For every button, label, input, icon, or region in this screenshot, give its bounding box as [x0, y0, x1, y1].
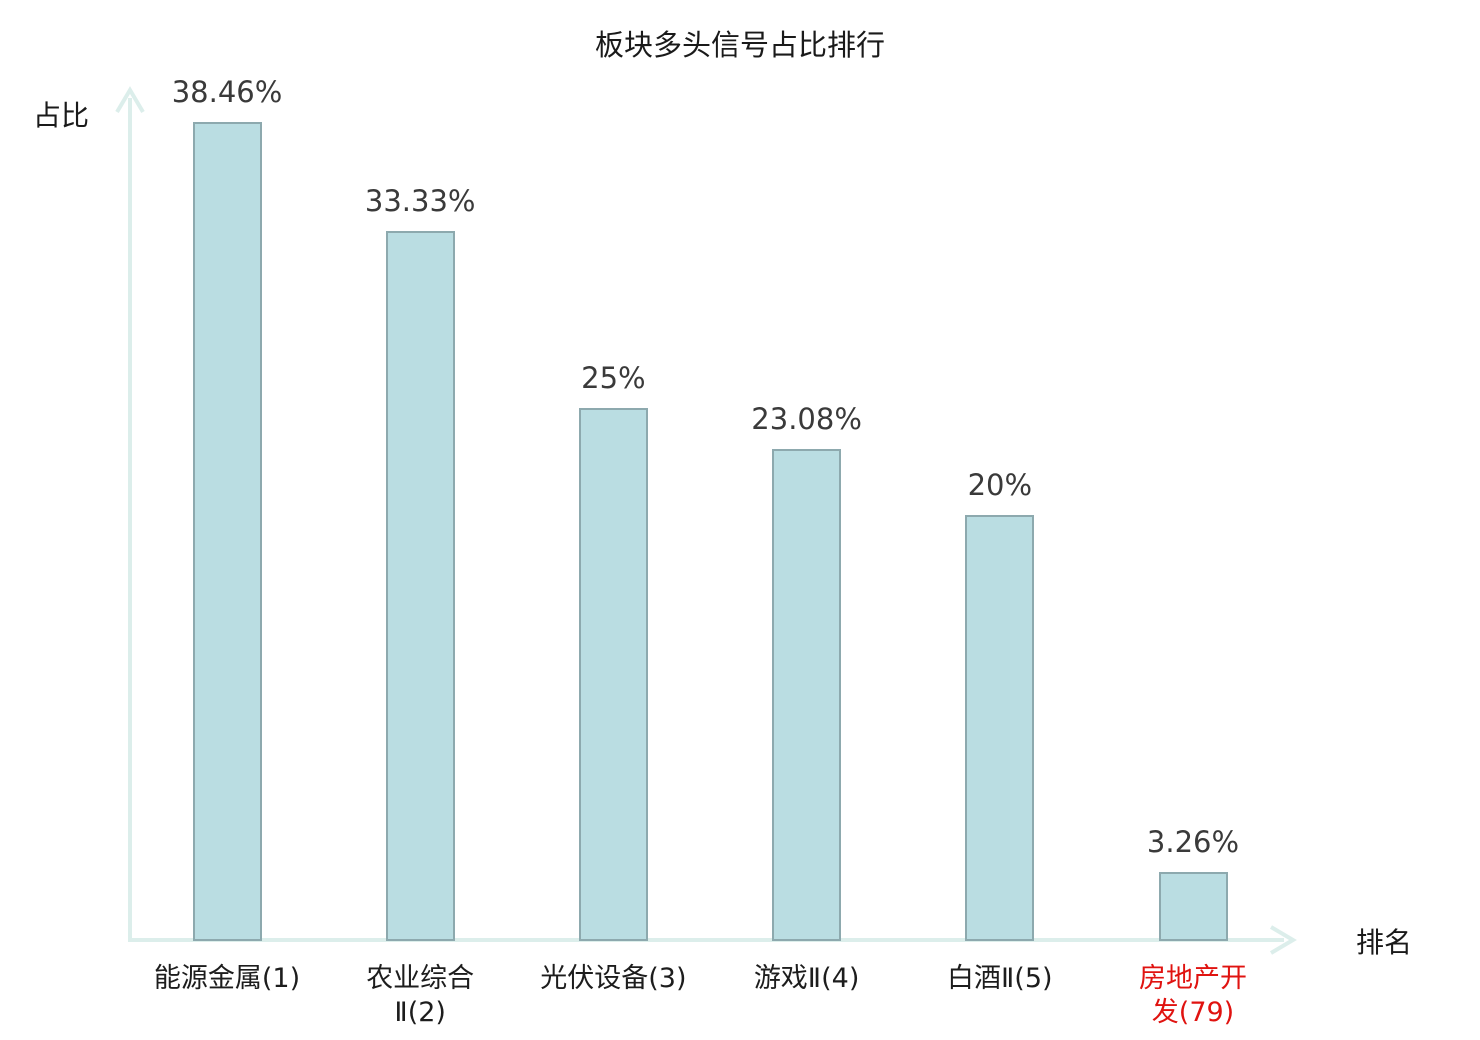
category-label-line: 能源金属(1)	[153, 963, 301, 994]
category-label-6: 房地产开 发(79)	[1088, 962, 1298, 1030]
category-label-3: 光伏设备(3)	[508, 962, 718, 996]
category-label-line: 白酒Ⅱ(5)	[947, 963, 1053, 994]
bar-value-label-5: 20%	[967, 468, 1033, 502]
x-axis-arrow-icon	[1269, 925, 1297, 955]
chart-title: 板块多头信号占比排行	[594, 28, 885, 62]
category-label-line: 发(79)	[1151, 997, 1235, 1028]
category-label-line: 光伏设备(3)	[540, 963, 687, 994]
bar-value-label-2: 33.33%	[364, 184, 476, 218]
bar-value-label-3: 25%	[581, 361, 646, 395]
bar-4	[772, 449, 842, 941]
bar-5	[965, 515, 1035, 941]
category-label-2: 农业综合 Ⅱ(2)	[315, 962, 525, 1030]
x-axis-label: 排名	[1356, 926, 1413, 959]
y-axis-label: 占比	[33, 99, 90, 132]
category-label-line: 农业综合	[366, 963, 475, 994]
bar-2	[385, 231, 455, 941]
bar-value-label-4: 23.08%	[751, 402, 862, 436]
category-label-1: 能源金属(1)	[122, 962, 332, 996]
bar-1	[192, 122, 262, 941]
bar-value-label-6: 3.26%	[1146, 825, 1240, 859]
category-label-line: 房地产开	[1139, 963, 1247, 994]
bar-6	[1158, 872, 1228, 941]
category-label-4: 游戏Ⅱ(4)	[702, 962, 912, 996]
bar-value-label-1: 38.46%	[171, 75, 283, 109]
y-axis-arrow-icon	[115, 86, 145, 114]
category-label-line: 游戏Ⅱ(4)	[753, 963, 860, 994]
category-label-line: Ⅱ(2)	[394, 997, 446, 1028]
category-label-5: 白酒Ⅱ(5)	[895, 962, 1105, 996]
bar-3	[578, 408, 648, 941]
